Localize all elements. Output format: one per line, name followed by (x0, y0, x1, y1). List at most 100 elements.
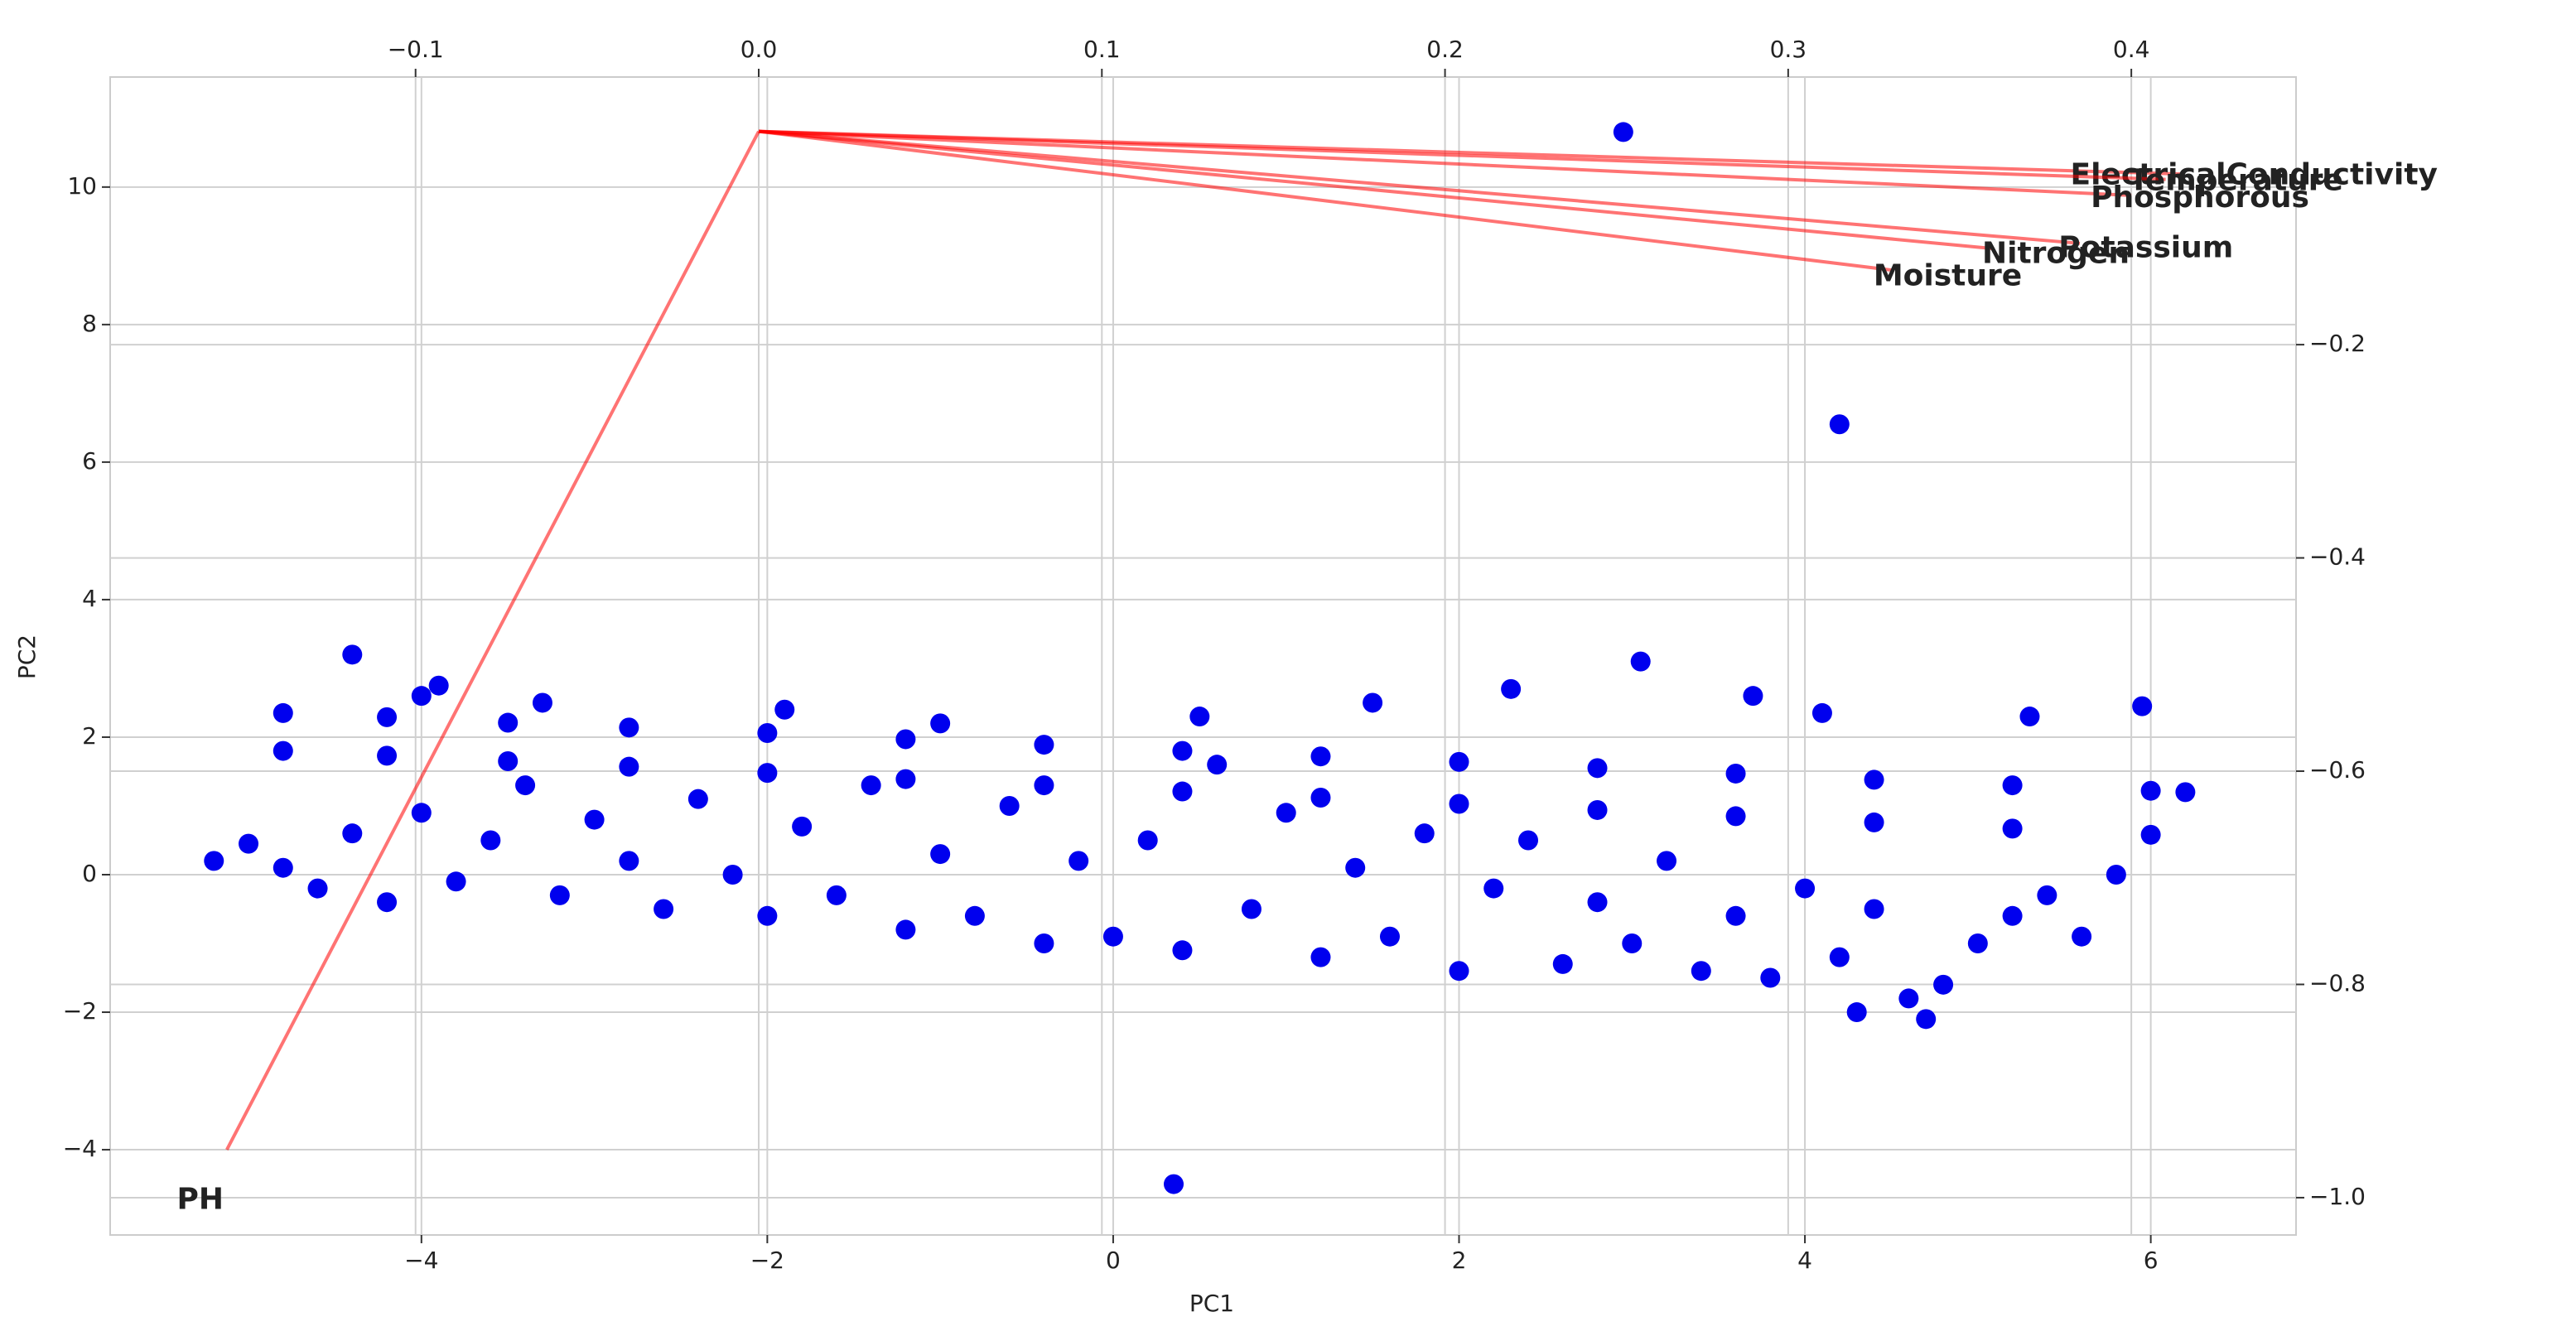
loadings: ElectricalConductivityTemperaturePhospho… (176, 129, 2438, 1216)
loading-label: Temperature (2129, 163, 2343, 197)
points (204, 122, 2196, 1194)
top-tick-label: 0.4 (2113, 36, 2150, 63)
grid: −4 −2 0 2 4 6 −0.1 0.0 0.1 0.2 0.3 0.4 −4 −2 0 2 4 6 8 10 −1… (63, 36, 2366, 1274)
point (273, 857, 293, 878)
left-tick-label: 0 (82, 860, 97, 887)
right-tick-label: −0.2 (2309, 330, 2366, 357)
top-tick-label: 0.3 (1770, 36, 1807, 63)
point (307, 878, 328, 899)
point (446, 871, 466, 892)
bottom-tick-label: −2 (750, 1247, 784, 1274)
point (1034, 933, 1054, 954)
point (1587, 892, 1608, 913)
bottom-tick-label: 0 (1106, 1247, 1121, 1274)
point (1829, 414, 1850, 435)
point (377, 745, 398, 766)
point (1725, 763, 1746, 784)
point (619, 851, 639, 871)
point (1811, 702, 1832, 723)
point (2140, 824, 2161, 845)
loading-arrow (758, 129, 1892, 272)
point (1345, 857, 1366, 878)
point (377, 892, 398, 913)
point (1276, 803, 1296, 823)
point (2002, 905, 2023, 926)
point (1587, 799, 1608, 820)
y-axis-label: PC2 (13, 634, 41, 679)
point (1449, 794, 1469, 814)
point (1795, 878, 1816, 899)
left-tick-label: −2 (63, 997, 97, 1025)
point (411, 803, 432, 823)
point (1172, 740, 1193, 761)
point (1379, 926, 1400, 947)
point (204, 851, 224, 871)
point (1725, 806, 1746, 827)
point (1864, 899, 1884, 919)
point (1622, 933, 1643, 954)
point (1743, 686, 1763, 707)
plot-frame (109, 76, 2297, 1236)
loading-label: Potassium (2058, 231, 2233, 265)
right-tick-label: −0.4 (2309, 543, 2366, 571)
point (1691, 961, 1711, 982)
x-axis-label: PC1 (1189, 1290, 1234, 1317)
point (1846, 1002, 1867, 1023)
loading-arrow (758, 129, 2166, 181)
point (377, 707, 398, 727)
point (792, 816, 813, 837)
loading-label: Phosphorous (2091, 181, 2309, 215)
left-tick-label: −4 (63, 1135, 97, 1162)
point (1164, 1174, 1184, 1194)
point (1501, 678, 1522, 699)
point (1518, 830, 1539, 851)
point (1933, 974, 1954, 995)
point (1760, 967, 1781, 988)
point (774, 699, 795, 720)
point (930, 713, 951, 734)
left-tick-label: 8 (82, 310, 97, 337)
point (480, 830, 501, 851)
point (273, 702, 293, 723)
point (1172, 940, 1193, 961)
left-tick-label: 2 (82, 722, 97, 750)
point (895, 729, 916, 750)
bottom-tick-label: −4 (404, 1247, 438, 1274)
point (1725, 905, 1746, 926)
point (411, 686, 432, 707)
point (687, 789, 708, 809)
top-tick-label: 0.0 (740, 36, 778, 63)
point (654, 899, 674, 919)
point (342, 823, 363, 844)
point (757, 722, 778, 743)
right-tick-label: −1.0 (2309, 1183, 2366, 1210)
point (1034, 775, 1054, 796)
right-tick-label: −0.6 (2309, 756, 2366, 784)
point (1414, 823, 1435, 844)
point (722, 864, 743, 885)
point (895, 919, 916, 940)
point (757, 905, 778, 926)
point (428, 675, 449, 696)
point (930, 844, 951, 865)
point (1613, 122, 1633, 142)
point (584, 809, 605, 830)
point (1483, 878, 1504, 899)
point (2037, 885, 2057, 905)
point (1363, 692, 1383, 713)
point (1449, 751, 1469, 772)
point (619, 756, 639, 777)
loading-label: PH (176, 1182, 224, 1216)
top-tick-label: 0.1 (1083, 36, 1121, 63)
bottom-tick-label: 4 (1797, 1247, 1812, 1274)
point (2002, 775, 2023, 796)
point (1657, 851, 1677, 871)
point (2132, 696, 2153, 716)
point (1967, 933, 1988, 954)
point (1310, 746, 1331, 767)
point (532, 692, 552, 713)
point (1189, 707, 1210, 727)
bottom-tick-label: 6 (2144, 1247, 2159, 1274)
loading-label: Nitrogen (1982, 236, 2130, 270)
